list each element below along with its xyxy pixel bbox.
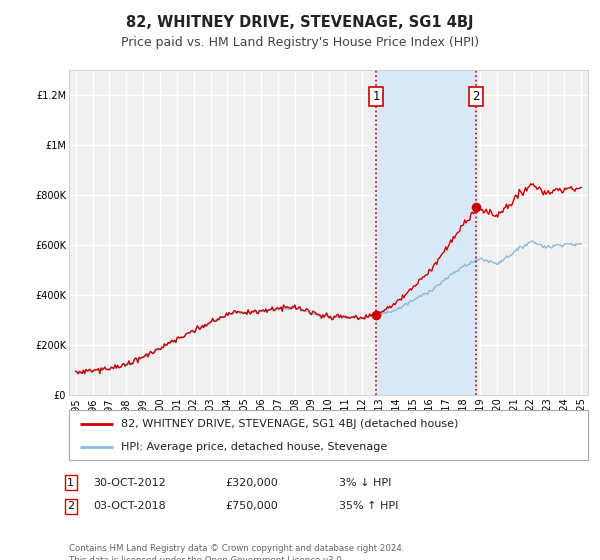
Text: 03-OCT-2018: 03-OCT-2018 — [93, 501, 166, 511]
Bar — [376, 70, 476, 395]
Text: 35% ↑ HPI: 35% ↑ HPI — [339, 501, 398, 511]
Text: 82, WHITNEY DRIVE, STEVENAGE, SG1 4BJ (detached house): 82, WHITNEY DRIVE, STEVENAGE, SG1 4BJ (d… — [121, 418, 458, 428]
Text: 1: 1 — [373, 90, 380, 102]
Text: 2: 2 — [67, 501, 74, 511]
Text: Contains HM Land Registry data © Crown copyright and database right 2024.
This d: Contains HM Land Registry data © Crown c… — [69, 544, 404, 560]
Text: 1: 1 — [67, 478, 74, 488]
Text: £320,000: £320,000 — [225, 478, 278, 488]
Point — [471, 203, 481, 212]
Text: 30-OCT-2012: 30-OCT-2012 — [93, 478, 166, 488]
Text: £750,000: £750,000 — [225, 501, 278, 511]
Point — [371, 310, 381, 319]
Text: HPI: Average price, detached house, Stevenage: HPI: Average price, detached house, Stev… — [121, 442, 387, 452]
Text: Price paid vs. HM Land Registry's House Price Index (HPI): Price paid vs. HM Land Registry's House … — [121, 36, 479, 49]
Text: 2: 2 — [472, 90, 479, 102]
Text: 3% ↓ HPI: 3% ↓ HPI — [339, 478, 391, 488]
Text: 82, WHITNEY DRIVE, STEVENAGE, SG1 4BJ: 82, WHITNEY DRIVE, STEVENAGE, SG1 4BJ — [126, 15, 474, 30]
